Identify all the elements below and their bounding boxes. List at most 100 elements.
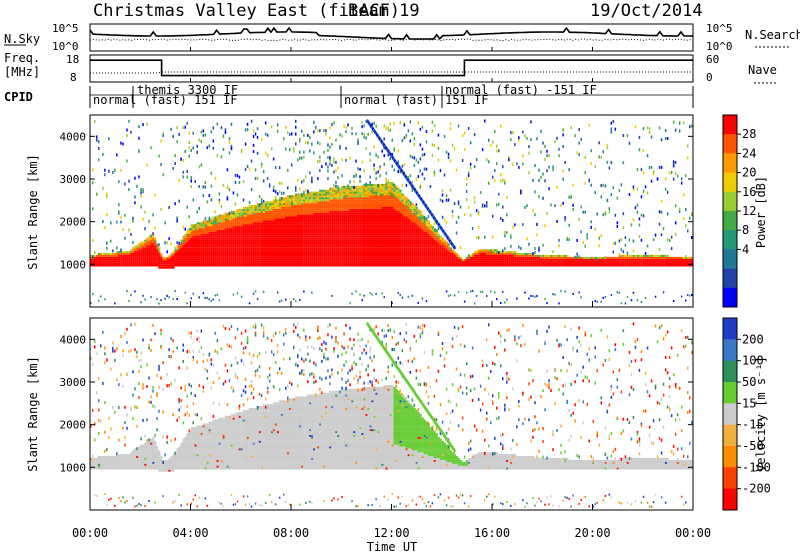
heatmap-cell	[391, 256, 394, 259]
heatmap-cell	[395, 231, 398, 234]
heatmap-cell	[202, 254, 205, 257]
heatmap-cell	[375, 228, 378, 231]
heatmap-cell	[170, 266, 173, 269]
heatmap-cell	[319, 230, 322, 232]
heatmap-cell	[118, 210, 120, 214]
heatmap-cell	[319, 169, 321, 172]
heatmap-cell	[361, 205, 364, 207]
heatmap-cell	[252, 143, 255, 147]
heatmap-cell	[190, 239, 193, 242]
heatmap-cell	[337, 253, 340, 255]
heatmap-cell	[349, 235, 352, 238]
heatmap-cell	[218, 260, 221, 263]
heatmap-cell	[349, 239, 352, 242]
heatmap-cell	[329, 256, 332, 259]
heatmap-cell	[361, 231, 364, 234]
heatmap-cell	[240, 256, 243, 259]
heatmap-cell	[365, 224, 368, 227]
heatmap-cell	[359, 245, 362, 248]
heatmap-cell	[116, 253, 119, 255]
heatmap-cell	[363, 228, 366, 231]
heatmap-cell	[295, 214, 298, 217]
heatmap-cell	[240, 212, 243, 215]
heatmap-cell	[405, 262, 408, 265]
heatmap-cell	[357, 208, 360, 211]
heatmap-cell	[100, 295, 102, 298]
heatmap-cell	[393, 216, 396, 219]
heatmap-cell	[303, 197, 306, 200]
heatmap-cell	[311, 224, 314, 227]
heatmap-cell	[254, 253, 257, 255]
heatmap-cell	[174, 262, 177, 265]
heatmap-cell	[186, 231, 189, 234]
heatmap-cell	[142, 262, 145, 265]
heatmap-cell	[407, 218, 410, 221]
heatmap-cell	[204, 230, 207, 232]
heatmap-cell	[355, 191, 358, 194]
heatmap-cell	[278, 199, 281, 202]
heatmap-cell	[293, 216, 296, 219]
heatmap-cell	[301, 180, 303, 184]
heatmap-cell	[200, 163, 203, 167]
heatmap-cell	[399, 199, 402, 202]
heatmap-cell	[120, 220, 122, 224]
heatmap-cell	[331, 294, 333, 297]
heatmap-cell	[202, 292, 205, 295]
heatmap-cell	[367, 239, 370, 242]
heatmap-cell	[208, 264, 211, 267]
heatmap-cell	[391, 262, 394, 265]
heatmap-cell	[224, 131, 227, 134]
heatmap-cell	[331, 214, 334, 217]
heatmap-cell	[276, 212, 279, 215]
heatmap-cell	[329, 220, 332, 223]
heatmap-cell	[379, 210, 382, 213]
heatmap-cell	[132, 253, 135, 255]
heatmap-cell	[333, 243, 336, 246]
heatmap-cell	[311, 251, 314, 254]
heatmap-cell	[339, 230, 342, 232]
heatmap-cell	[291, 245, 294, 248]
heatmap-cell	[377, 237, 380, 240]
heatmap-cell	[365, 241, 368, 244]
heatmap-cell	[325, 230, 328, 232]
heatmap-cell	[278, 166, 281, 170]
heatmap-cell	[357, 245, 360, 248]
heatmap-cell	[240, 260, 243, 263]
heatmap-cell	[258, 216, 261, 219]
heatmap-cell	[254, 264, 257, 267]
heatmap-cell	[407, 214, 410, 217]
heatmap-cell	[240, 239, 243, 242]
heatmap-cell	[341, 214, 344, 217]
heatmap-cell	[276, 226, 279, 229]
heatmap-cell	[367, 210, 370, 213]
heatmap-cell	[180, 251, 183, 254]
heatmap-cell	[212, 139, 215, 143]
heatmap-cell	[321, 258, 324, 261]
heatmap-cell	[188, 231, 191, 234]
heatmap-cell	[190, 297, 192, 300]
heatmap-cell	[188, 262, 191, 265]
heatmap-cell	[116, 251, 119, 254]
heatmap-cell	[248, 220, 251, 223]
heatmap-cell	[315, 251, 318, 254]
heatmap-cell	[194, 254, 197, 257]
heatmap-cell	[303, 218, 306, 221]
heatmap-cell	[114, 253, 117, 255]
heatmap-cell	[339, 191, 342, 194]
heatmap-cell	[385, 241, 388, 244]
heatmap-cell	[347, 195, 350, 198]
heatmap-cell	[264, 214, 267, 217]
heatmap-cell	[373, 241, 376, 244]
heatmap-cell	[226, 237, 229, 240]
heatmap-cell	[182, 175, 184, 179]
heatmap-cell	[252, 235, 255, 238]
heatmap-cell	[369, 189, 372, 192]
heatmap-cell	[321, 233, 324, 236]
heatmap-cell	[301, 258, 304, 261]
heatmap-cell	[367, 187, 370, 190]
heatmap-cell	[276, 291, 279, 294]
heatmap-cell	[164, 266, 167, 269]
heatmap-cell	[299, 235, 302, 238]
heatmap-cell	[250, 258, 253, 261]
heatmap-cell	[329, 264, 332, 267]
